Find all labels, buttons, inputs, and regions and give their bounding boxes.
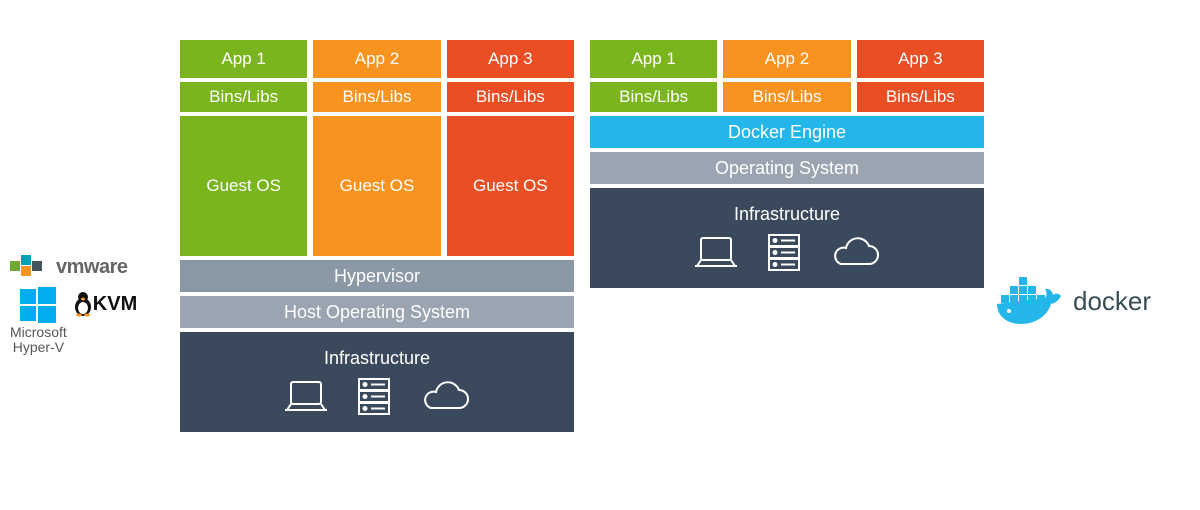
- docker-label: docker: [1073, 286, 1151, 317]
- docker-libs-2-block: Bins/Libs: [723, 82, 850, 112]
- docker-os-block: Operating System: [590, 152, 984, 184]
- hypervisor-vendor-logos: vmware Microsoft Hyper-V KVM: [10, 255, 175, 356]
- docker-libs-3-block: Bins/Libs: [857, 82, 984, 112]
- vmware-logo: vmware: [10, 255, 175, 279]
- vm-infrastructure-label: Infrastructure: [324, 348, 430, 369]
- docker-app-stack-3: App 3 Bins/Libs: [857, 40, 984, 112]
- vm-app-stack-1: App 1 Bins/Libs Guest OS: [180, 40, 307, 256]
- host-os-block: Host Operating System: [180, 296, 574, 328]
- hypervisor-block: Hypervisor: [180, 260, 574, 292]
- vm-libs-1-block: Bins/Libs: [180, 82, 307, 112]
- laptop-icon: [693, 236, 739, 270]
- docker-libs-1-block: Bins/Libs: [590, 82, 717, 112]
- vmware-boxes-icon: [10, 255, 50, 279]
- docker-apps-row: App 1 Bins/Libs App 2 Bins/Libs App 3 Bi…: [590, 40, 984, 112]
- cloud-icon: [419, 380, 471, 414]
- hyperv-logo: Microsoft Hyper-V: [10, 285, 67, 356]
- docker-whale-icon: [995, 275, 1065, 327]
- kvm-label: KVM: [93, 293, 137, 316]
- hyperv-label-1: Microsoft: [10, 325, 67, 340]
- vm-guest-1-block: Guest OS: [180, 116, 307, 256]
- server-icon: [767, 233, 801, 273]
- vm-apps-row: App 1 Bins/Libs Guest OS App 2 Bins/Libs…: [180, 40, 574, 256]
- vm-infra-icons: [283, 377, 471, 417]
- vm-guest-2-block: Guest OS: [313, 116, 440, 256]
- vm-app-stack-3: App 3 Bins/Libs Guest OS: [447, 40, 574, 256]
- kvm-logo: KVM: [73, 291, 137, 317]
- vm-app-2-block: App 2: [313, 40, 440, 78]
- windows-icon: [18, 285, 58, 325]
- vm-guest-3-block: Guest OS: [447, 116, 574, 256]
- laptop-icon: [283, 380, 329, 414]
- vm-libs-2-block: Bins/Libs: [313, 82, 440, 112]
- docker-infra-icons: [693, 233, 881, 273]
- docker-app-2-block: App 2: [723, 40, 850, 78]
- hyperv-label-2: Hyper-V: [13, 340, 64, 355]
- server-icon: [357, 377, 391, 417]
- vm-infrastructure-block: Infrastructure: [180, 332, 574, 432]
- vm-app-stack-2: App 2 Bins/Libs Guest OS: [313, 40, 440, 256]
- docker-infrastructure-block: Infrastructure: [590, 188, 984, 288]
- cloud-icon: [829, 236, 881, 270]
- vm-app-3-block: App 3: [447, 40, 574, 78]
- vm-architecture-diagram: App 1 Bins/Libs Guest OS App 2 Bins/Libs…: [180, 40, 574, 432]
- docker-app-1-block: App 1: [590, 40, 717, 78]
- vmware-label: vmware: [56, 256, 128, 279]
- docker-architecture-diagram: App 1 Bins/Libs App 2 Bins/Libs App 3 Bi…: [590, 40, 984, 288]
- docker-app-stack-1: App 1 Bins/Libs: [590, 40, 717, 112]
- vm-app-1-block: App 1: [180, 40, 307, 78]
- docker-logo: docker: [995, 275, 1151, 327]
- docker-engine-block: Docker Engine: [590, 116, 984, 148]
- penguin-icon: [73, 291, 93, 317]
- docker-infrastructure-label: Infrastructure: [734, 204, 840, 225]
- docker-app-3-block: App 3: [857, 40, 984, 78]
- vm-libs-3-block: Bins/Libs: [447, 82, 574, 112]
- docker-app-stack-2: App 2 Bins/Libs: [723, 40, 850, 112]
